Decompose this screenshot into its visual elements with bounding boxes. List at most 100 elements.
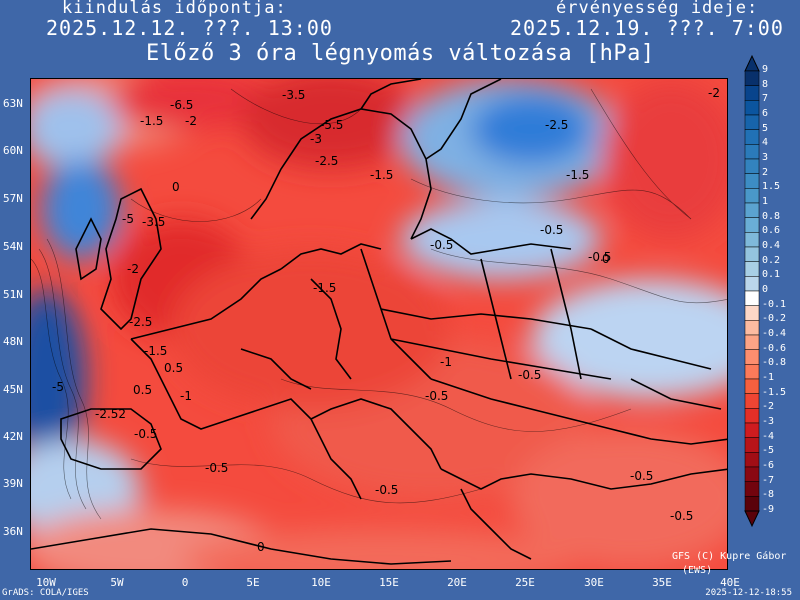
colorbar-segment [744, 144, 760, 160]
credit-line: GFS (C) Kupre Gábor [672, 551, 787, 562]
valid-time-label: érvényesség ideje: [556, 0, 759, 18]
colorbar-segment [744, 481, 760, 497]
colorbar-segment [744, 408, 760, 424]
colorbar-label: 0.8 [762, 210, 781, 222]
colorbar-label: -0.1 [762, 298, 787, 310]
colorbar-segment [744, 188, 760, 204]
lat-label: 39N [3, 477, 23, 490]
isobar-contours [31, 88, 727, 520]
contour-value-label: -2.5 [315, 154, 339, 168]
contour-value-label: -0.5 [430, 238, 454, 252]
colorbar-segment [744, 100, 760, 116]
colorbar-segment [744, 85, 760, 101]
contour-value-label: -1.5 [313, 281, 337, 295]
contour-value-label: -0.5 [425, 389, 449, 403]
colorbar-svg [744, 54, 760, 528]
lon-label: 20E [447, 576, 467, 589]
footer-timestamp: 2025-12-12-18:55 [705, 588, 792, 598]
colorbar-label: 4 [762, 137, 769, 149]
lon-label: 15E [379, 576, 399, 589]
colorbar-segment [744, 202, 760, 218]
contour-value-label: -0.5 [630, 469, 654, 483]
contour-value-label: -2 [708, 86, 720, 100]
colorbar-label: -9 [762, 504, 775, 515]
colorbar-label: -2 [762, 401, 775, 413]
contour-value-label: -2.52 [95, 407, 127, 421]
lon-label: 30E [584, 576, 604, 589]
colorbar-label: 5 [762, 122, 769, 134]
contour-value-label: -6.5 [170, 98, 194, 112]
start-time-label: kiindulás időpontja: [62, 0, 287, 18]
map-title: Előző 3 óra légnyomás változása [hPa] [146, 41, 655, 66]
pressure-field [31, 79, 727, 569]
colorbar-label: -3 [762, 416, 775, 427]
contour-value-label: -1 [180, 389, 192, 403]
colorbar-label: -1.5 [762, 386, 787, 398]
contour-value-label: -0.5 [540, 223, 564, 237]
lon-label: 10E [311, 576, 331, 589]
colorbar-top-arrow [744, 54, 760, 72]
colorbar-segment [744, 114, 760, 130]
contour-value-label: -1.5 [140, 114, 164, 128]
lat-label: 36N [3, 525, 23, 538]
colorbar-label: -5 [762, 445, 775, 457]
colorbar-segment [744, 290, 760, 306]
colorbar-segment [744, 305, 760, 321]
colorbar-bottom-arrow [744, 510, 760, 528]
colorbar-segment [744, 173, 760, 189]
colorbar-segment [744, 261, 760, 277]
colorbar-label: 6 [762, 108, 769, 119]
colorbar-segment [744, 217, 760, 233]
lon-label: 0 [181, 576, 189, 589]
colorbar-segment [744, 364, 760, 380]
colorbar-label: 1.5 [762, 181, 781, 193]
colorbar-segment [744, 452, 760, 468]
contour-value-label: 0 [172, 180, 180, 194]
colorbar-label: -7 [762, 474, 775, 486]
colorbar-label: -0.6 [762, 342, 787, 354]
colorbar-label: -0.2 [762, 313, 787, 325]
colorbar-label: 3 [762, 152, 769, 163]
colorbar-label: 0.1 [762, 269, 781, 281]
colorbar-segment [744, 232, 760, 248]
colorbar-label: -0.4 [762, 328, 787, 339]
map-canvas [31, 79, 727, 569]
contour-value-label: -1.5 [144, 344, 168, 358]
colorbar-label: 8 [762, 78, 769, 90]
colorbar [744, 54, 760, 528]
contour-value-label: -3 [310, 132, 322, 146]
lon-label: 35E [652, 576, 672, 589]
colorbar-segment [744, 246, 760, 262]
lat-label: 51N [3, 288, 23, 301]
colorbar-segment [744, 158, 760, 174]
colorbar-segment [744, 70, 760, 86]
colorbar-segment [744, 496, 760, 512]
contour-value-label: -2.5 [129, 315, 153, 329]
colorbar-segment [744, 437, 760, 453]
colorbar-label: 2 [762, 166, 769, 178]
colorbar-segment [744, 378, 760, 394]
colorbar-segment [744, 276, 760, 292]
contour-value-label: -1.5 [566, 168, 590, 182]
colorbar-label: -0.8 [762, 357, 787, 369]
contour-value-label: -5.5 [320, 118, 344, 132]
colorbar-label: 0.4 [762, 240, 781, 251]
contour-value-label: 0.5 [133, 383, 153, 397]
lat-label: 54N [3, 240, 23, 253]
colorbar-label: 7 [762, 93, 769, 105]
colorbar-segment [744, 349, 760, 365]
contour-value-label: -0.5 [375, 483, 399, 497]
contour-value-label: -1.5 [370, 168, 394, 182]
colorbar-label: 9 [762, 64, 769, 75]
lat-label: 63N [3, 97, 23, 110]
lon-label: 40E [720, 576, 740, 589]
colorbar-label: -8 [762, 489, 775, 501]
lon-label: 5E [246, 576, 260, 589]
valid-time-value: 2025.12.19. ???. 7:00 [510, 16, 784, 40]
colorbar-label: 0 [762, 284, 769, 295]
contour-value-label: -0.5 [670, 509, 694, 523]
colorbar-segment [744, 320, 760, 336]
colorbar-label: -1 [762, 372, 775, 383]
lat-label: 60N [3, 144, 23, 157]
colorbar-label: -6 [762, 460, 775, 471]
